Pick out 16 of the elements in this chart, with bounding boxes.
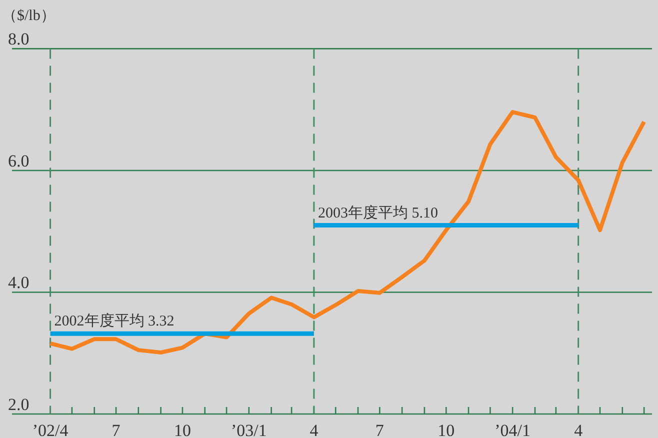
x-tick-label: 7: [112, 421, 121, 438]
y-tick-label: 8.0: [8, 30, 30, 49]
x-tick-label: ’03/1: [230, 421, 267, 438]
x-tick-label: 7: [375, 421, 384, 438]
y-tick-label: 4.0: [8, 273, 30, 292]
x-tick-label: 10: [174, 421, 191, 438]
y-axis-title: （$/lb）: [2, 8, 56, 24]
series-label: 2002年度平均 3.32: [54, 312, 174, 330]
y-tick-label: 6.0: [8, 151, 30, 170]
x-tick-label: 10: [438, 421, 455, 438]
y-tick-label: 2.0: [8, 395, 30, 414]
x-tick-label: ’04/1: [494, 421, 531, 438]
x-tick-label: 4: [310, 421, 319, 438]
x-tick-label: ’02/4: [32, 421, 69, 438]
series-label: 2003年度平均 5.10: [318, 204, 438, 222]
x-tick-label: 4: [574, 421, 584, 438]
